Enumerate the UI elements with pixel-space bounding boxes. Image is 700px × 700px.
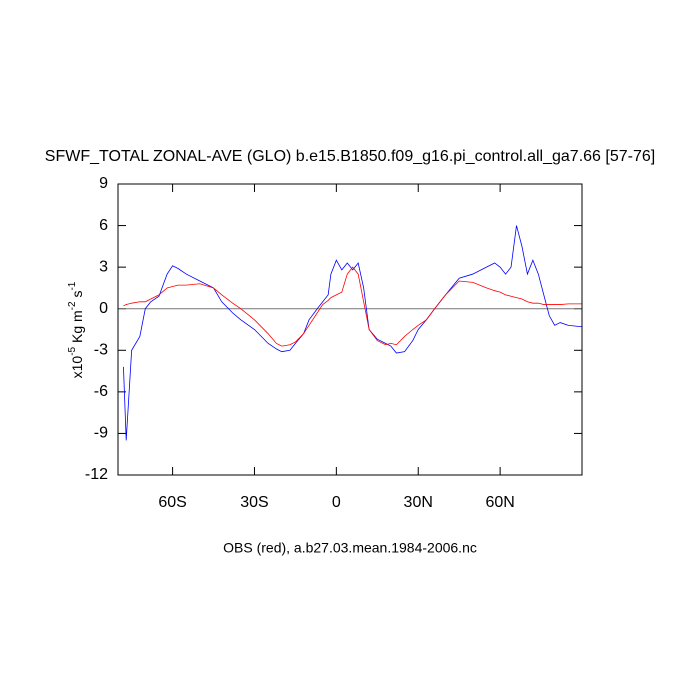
x-tick-label: 30N <box>404 494 433 511</box>
label-part: x10 <box>69 356 85 379</box>
plot-frame <box>117 183 583 476</box>
y-tick-label: -3 <box>94 342 108 359</box>
x-tick-label: 60N <box>485 494 514 511</box>
data-line <box>123 225 583 441</box>
x-tick-label: 0 <box>332 494 341 511</box>
x-tick-label: 30S <box>240 494 268 511</box>
footer: OBS (red), a.b27.03.mean.1984-2006.nc <box>223 540 477 556</box>
y-tick-label: -9 <box>94 425 108 442</box>
x-tick-label: 60S <box>158 494 186 511</box>
chart-title: SFWF_TOTAL ZONAL-AVE (GLO) b.e15.B1850.f… <box>45 148 655 165</box>
label-part: s <box>69 291 85 302</box>
y-tick-label: -6 <box>94 383 108 400</box>
label-exponent: -5 <box>67 346 78 355</box>
y-tick-label: 3 <box>99 258 108 275</box>
y-tick-label: 9 <box>99 175 108 192</box>
data-line <box>123 266 582 347</box>
y-tick-label: -12 <box>85 466 108 483</box>
label-exponent: -2 <box>67 301 78 310</box>
y-tick-label: 6 <box>99 217 108 234</box>
label-part: Kg m <box>69 310 85 347</box>
label-exponent: -1 <box>67 281 78 290</box>
y-axis-label: x10-5 Kg m-2 s-1 <box>67 281 85 378</box>
y-tick-label: 0 <box>99 300 108 317</box>
